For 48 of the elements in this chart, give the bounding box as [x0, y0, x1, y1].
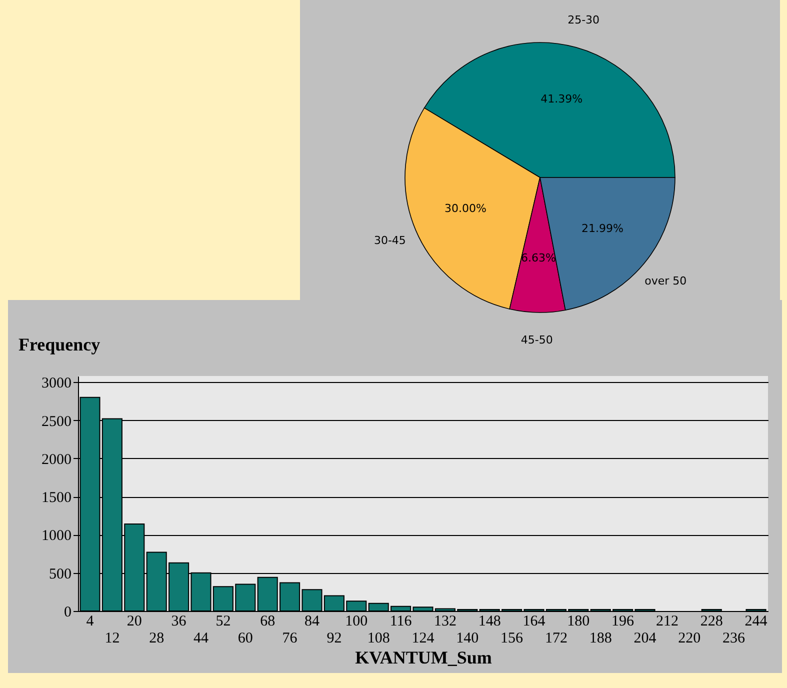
x-tick-label: 44	[193, 630, 209, 646]
x-tick-label: 36	[171, 614, 187, 630]
x-tick-label: 228	[700, 614, 723, 630]
slice-label: 25-30	[568, 13, 600, 26]
slice-label: over 50	[644, 274, 687, 288]
x-tick-label: 68	[260, 614, 276, 630]
slice-label: 30-45	[374, 234, 406, 248]
x-tick-label: 108	[367, 630, 390, 646]
y-tick-label: 2500	[42, 414, 72, 430]
x-tick-label: 172	[544, 630, 568, 646]
y-tick-label: 500	[49, 566, 72, 582]
x-tick-label: 100	[345, 614, 368, 630]
x-tick-label: 20	[126, 614, 142, 630]
x-tick-label: 132	[434, 614, 456, 630]
data-label: 6.63%	[520, 251, 556, 264]
x-tick-label: 124	[412, 630, 435, 646]
slice-label: 45-50	[520, 333, 553, 346]
x-tick-label: 92	[326, 630, 342, 646]
x-tick-label: 140	[456, 630, 479, 646]
data-label: 21.99%	[581, 222, 624, 236]
x-tick-label: 156	[500, 630, 524, 646]
data-label: 30.00%	[444, 202, 486, 216]
y-axis-title: Frequency	[18, 334, 100, 354]
x-tick-label: 196	[612, 614, 635, 630]
x-tick-label: 52	[216, 614, 231, 630]
x-tick-label: 148	[478, 614, 501, 630]
x-tick-label: 236	[722, 630, 746, 646]
x-axis-title: KVANTUM_Sum	[355, 648, 492, 668]
x-tick-label: 76	[282, 630, 298, 646]
x-tick-label: 188	[589, 630, 612, 646]
x-tick-label: 116	[390, 614, 412, 630]
x-tick-label: 60	[238, 630, 253, 646]
data-label: 41.39%	[540, 92, 583, 106]
x-tick-label: 12	[104, 630, 120, 646]
x-tick-label: 164	[522, 614, 546, 630]
y-tick-label: 1500	[42, 490, 72, 506]
y-tick-label: 1000	[42, 528, 72, 544]
x-tick-label: 220	[678, 630, 701, 646]
x-tick-label: 84	[304, 614, 320, 630]
y-tick-label: 2000	[42, 452, 72, 468]
y-tick-label: 3000	[42, 376, 72, 392]
y-tick-label: 0	[64, 604, 72, 620]
x-tick-label: 28	[149, 630, 164, 646]
x-tick-label: 244	[744, 614, 768, 630]
x-tick-label: 204	[634, 630, 657, 646]
x-tick-label: 212	[656, 614, 678, 630]
x-tick-label: 180	[567, 614, 590, 630]
x-tick-label: 4	[86, 614, 94, 630]
